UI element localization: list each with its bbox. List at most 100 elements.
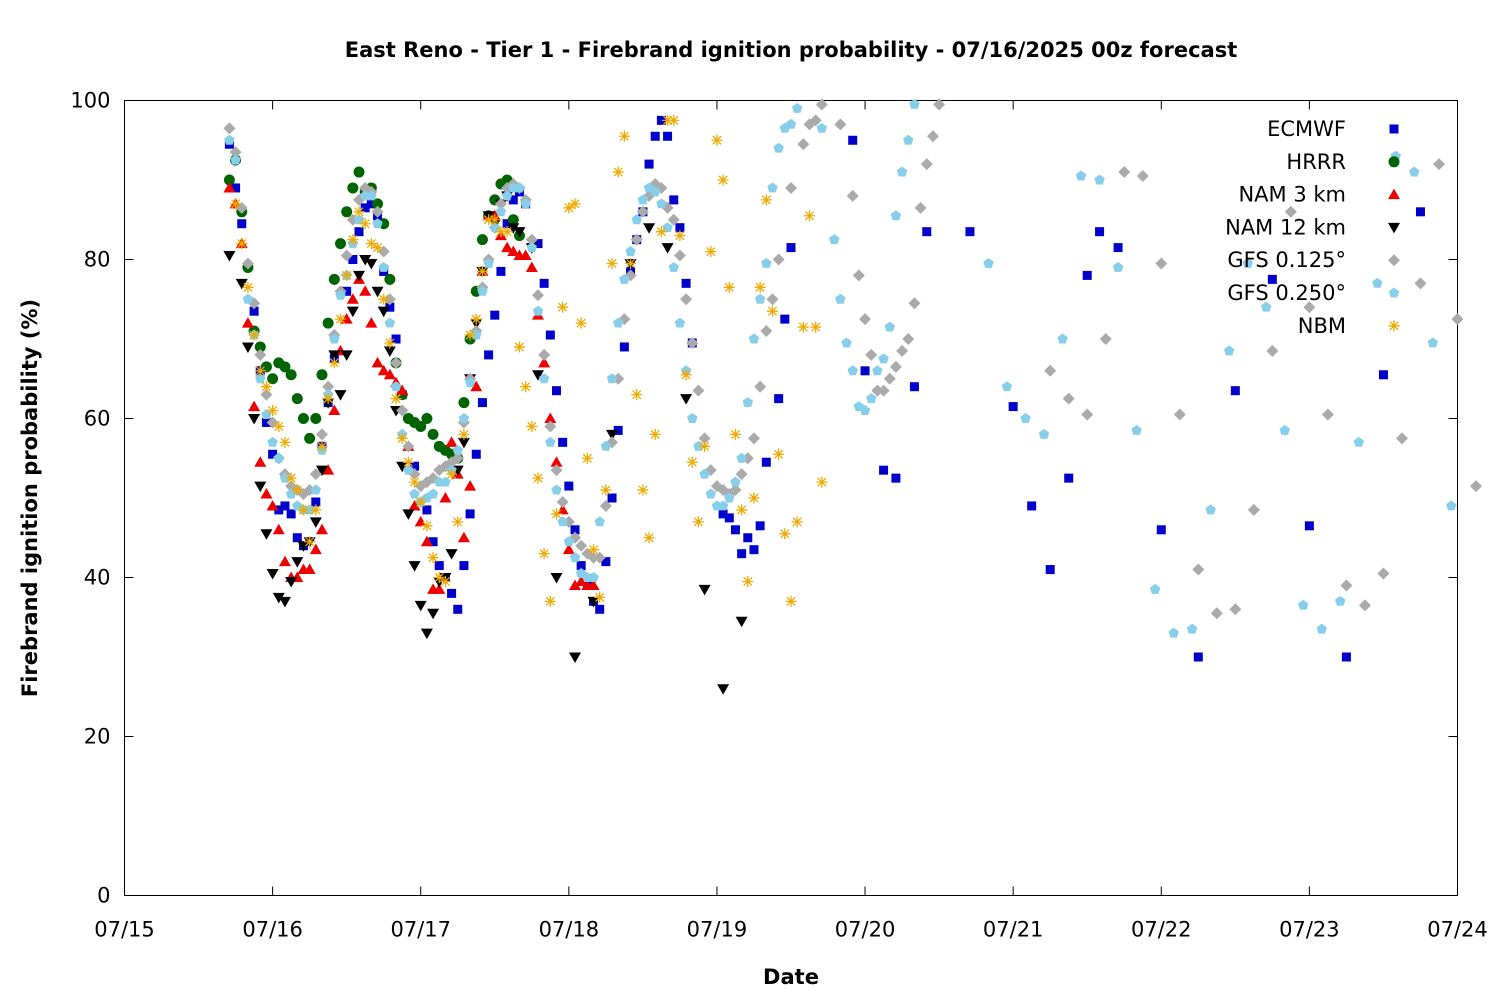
data-point [477, 398, 487, 408]
data-point [1131, 424, 1142, 435]
data-point [564, 481, 574, 491]
series-nbm [230, 114, 828, 607]
data-point [502, 219, 512, 229]
x-tick-label: 07/23 [1279, 918, 1340, 942]
data-point [743, 533, 753, 543]
data-point [749, 545, 759, 555]
data-point [274, 505, 284, 515]
data-point [562, 543, 575, 555]
data-point [1372, 277, 1383, 288]
data-point [353, 206, 365, 218]
data-point [291, 557, 304, 568]
data-point [754, 293, 766, 304]
data-point [255, 373, 266, 384]
data-point [385, 302, 395, 312]
data-point [650, 186, 661, 197]
data-point [1186, 623, 1198, 634]
x-tick-label: 07/21 [983, 918, 1044, 942]
data-point [1266, 344, 1279, 357]
data-point [254, 365, 266, 377]
data-point [1038, 428, 1050, 439]
data-point [569, 579, 582, 590]
data-point [545, 330, 555, 340]
data-point [544, 420, 557, 433]
data-point [371, 286, 384, 298]
legend-marker [1388, 287, 1400, 298]
data-point [260, 529, 273, 540]
data-point [1149, 583, 1161, 594]
data-point [420, 628, 433, 640]
data-point [328, 273, 340, 285]
data-point [810, 321, 822, 333]
data-point [483, 257, 494, 268]
data-point [372, 218, 383, 229]
data-point [273, 420, 285, 432]
data-point [1279, 424, 1290, 435]
data-point [421, 520, 433, 532]
data-point [507, 245, 520, 257]
data-point [329, 333, 340, 344]
data-point [877, 384, 890, 397]
data-point [1267, 274, 1277, 284]
data-point [267, 436, 278, 447]
data-point [742, 575, 754, 587]
data-point [879, 465, 889, 475]
data-point [402, 440, 415, 453]
data-point [1057, 333, 1068, 344]
data-point [453, 604, 463, 614]
data-point [383, 346, 396, 357]
data-point [902, 333, 915, 345]
data-series-layer [223, 98, 1483, 695]
data-point [588, 572, 599, 582]
data-point [735, 616, 748, 628]
data-point [445, 436, 458, 447]
data-point [334, 390, 347, 401]
data-point [779, 528, 791, 540]
data-point [1210, 607, 1223, 620]
data-point [804, 210, 816, 222]
data-point [1446, 500, 1457, 511]
data-point [223, 122, 236, 135]
data-point [1112, 261, 1124, 272]
data-point [452, 444, 463, 455]
data-point [410, 461, 420, 471]
data-point [365, 317, 378, 328]
legend-marker [1388, 156, 1400, 168]
data-point [415, 420, 427, 432]
data-point [261, 409, 272, 419]
data-point [754, 281, 766, 293]
data-point [359, 218, 371, 230]
data-point [459, 561, 469, 571]
legend-label: HRRR [1286, 150, 1346, 174]
data-point [434, 561, 444, 571]
data-point [421, 413, 433, 424]
data-point [366, 190, 377, 201]
data-point [304, 536, 316, 548]
data-point [563, 202, 575, 214]
series-gfs-0-125 [223, 98, 1483, 620]
data-point [601, 557, 611, 567]
data-point [378, 293, 390, 305]
data-point [878, 353, 889, 364]
data-point [643, 223, 656, 234]
data-point [557, 516, 568, 527]
data-point [464, 329, 476, 341]
data-point [520, 381, 532, 393]
data-point [359, 285, 372, 296]
data-point [489, 222, 501, 233]
data-point [618, 130, 630, 142]
data-point [872, 365, 883, 376]
data-point [377, 364, 390, 376]
data-point [446, 468, 458, 480]
data-point [662, 114, 674, 126]
data-point [761, 457, 771, 467]
data-point [360, 203, 370, 213]
data-point [286, 509, 296, 519]
data-point [538, 548, 550, 560]
data-point [828, 234, 840, 245]
data-point [612, 317, 624, 328]
data-point [1303, 301, 1316, 314]
data-point [396, 384, 409, 396]
data-point [1020, 413, 1031, 423]
